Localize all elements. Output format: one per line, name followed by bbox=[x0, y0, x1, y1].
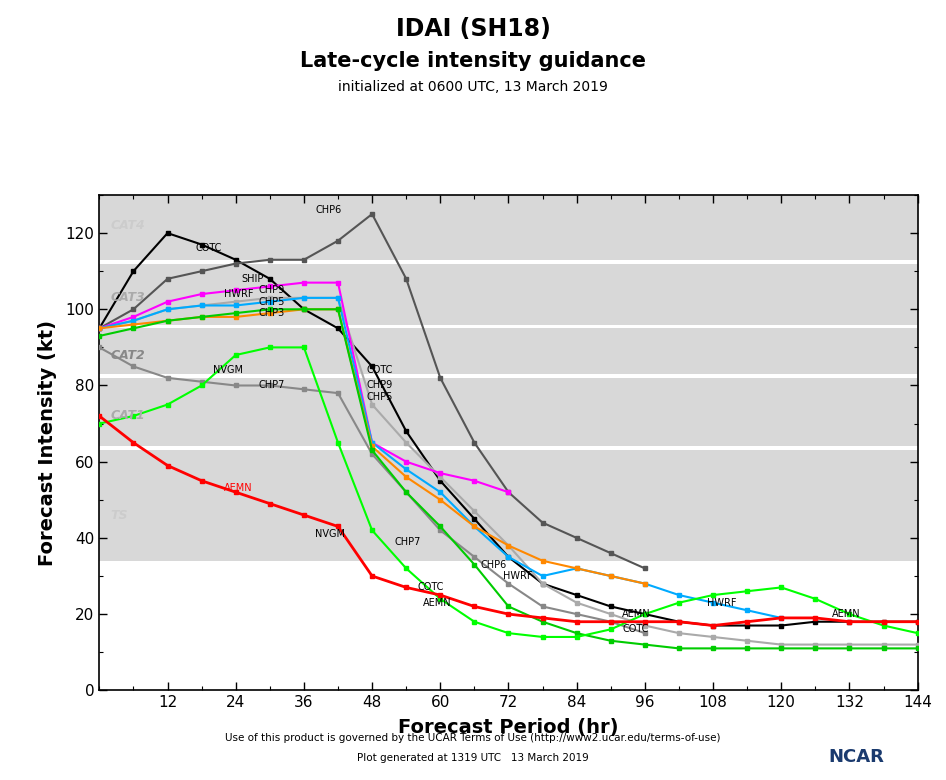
Y-axis label: Forecast Intensity (kt): Forecast Intensity (kt) bbox=[38, 320, 58, 566]
Text: SHIP: SHIP bbox=[241, 274, 264, 284]
Text: CHP3: CHP3 bbox=[258, 308, 285, 318]
Bar bbox=[99, 378, 918, 446]
Bar bbox=[99, 328, 918, 374]
Text: Use of this product is governed by the UCAR Terms of Use (http://www2.ucar.edu/t: Use of this product is governed by the U… bbox=[225, 733, 721, 743]
Text: CHP5: CHP5 bbox=[258, 296, 285, 307]
Text: Plot generated at 1319 UTC   13 March 2019: Plot generated at 1319 UTC 13 March 2019 bbox=[358, 753, 588, 764]
Text: CHP5: CHP5 bbox=[366, 392, 393, 402]
X-axis label: Forecast Period (hr): Forecast Period (hr) bbox=[398, 718, 619, 738]
Text: NCAR: NCAR bbox=[829, 748, 885, 766]
Text: CHP9: CHP9 bbox=[258, 285, 285, 296]
Bar bbox=[99, 168, 918, 260]
Text: TS: TS bbox=[111, 509, 129, 522]
Text: CHP7: CHP7 bbox=[394, 537, 421, 547]
Text: CHP6: CHP6 bbox=[480, 559, 506, 569]
Text: CAT2: CAT2 bbox=[111, 349, 146, 361]
Text: CHP7: CHP7 bbox=[258, 381, 285, 391]
Text: HWRF: HWRF bbox=[502, 571, 533, 581]
Text: NVGM: NVGM bbox=[315, 529, 345, 539]
Text: AEMN: AEMN bbox=[622, 609, 651, 619]
Text: HWRF: HWRF bbox=[224, 289, 254, 299]
Text: initialized at 0600 UTC, 13 March 2019: initialized at 0600 UTC, 13 March 2019 bbox=[338, 80, 608, 94]
Text: HWRF: HWRF bbox=[708, 597, 737, 608]
Text: CHP6: CHP6 bbox=[315, 205, 342, 215]
Text: AEMN: AEMN bbox=[224, 484, 253, 494]
Text: CAT3: CAT3 bbox=[111, 292, 146, 304]
Text: COTC: COTC bbox=[366, 365, 393, 375]
Text: COTC: COTC bbox=[417, 583, 444, 593]
Text: COTC: COTC bbox=[622, 624, 649, 634]
Bar bbox=[99, 450, 918, 561]
Text: Late-cycle intensity guidance: Late-cycle intensity guidance bbox=[300, 51, 646, 71]
Text: IDAI (SH18): IDAI (SH18) bbox=[395, 17, 551, 41]
Text: CHP9: CHP9 bbox=[366, 381, 393, 391]
Text: AEMN: AEMN bbox=[832, 609, 861, 619]
Text: COTC: COTC bbox=[196, 243, 222, 254]
Text: CAT4: CAT4 bbox=[111, 219, 146, 232]
Text: NVGM: NVGM bbox=[213, 365, 243, 375]
Text: CAT1: CAT1 bbox=[111, 410, 146, 423]
Bar bbox=[99, 264, 918, 324]
Text: AEMN: AEMN bbox=[423, 597, 452, 608]
